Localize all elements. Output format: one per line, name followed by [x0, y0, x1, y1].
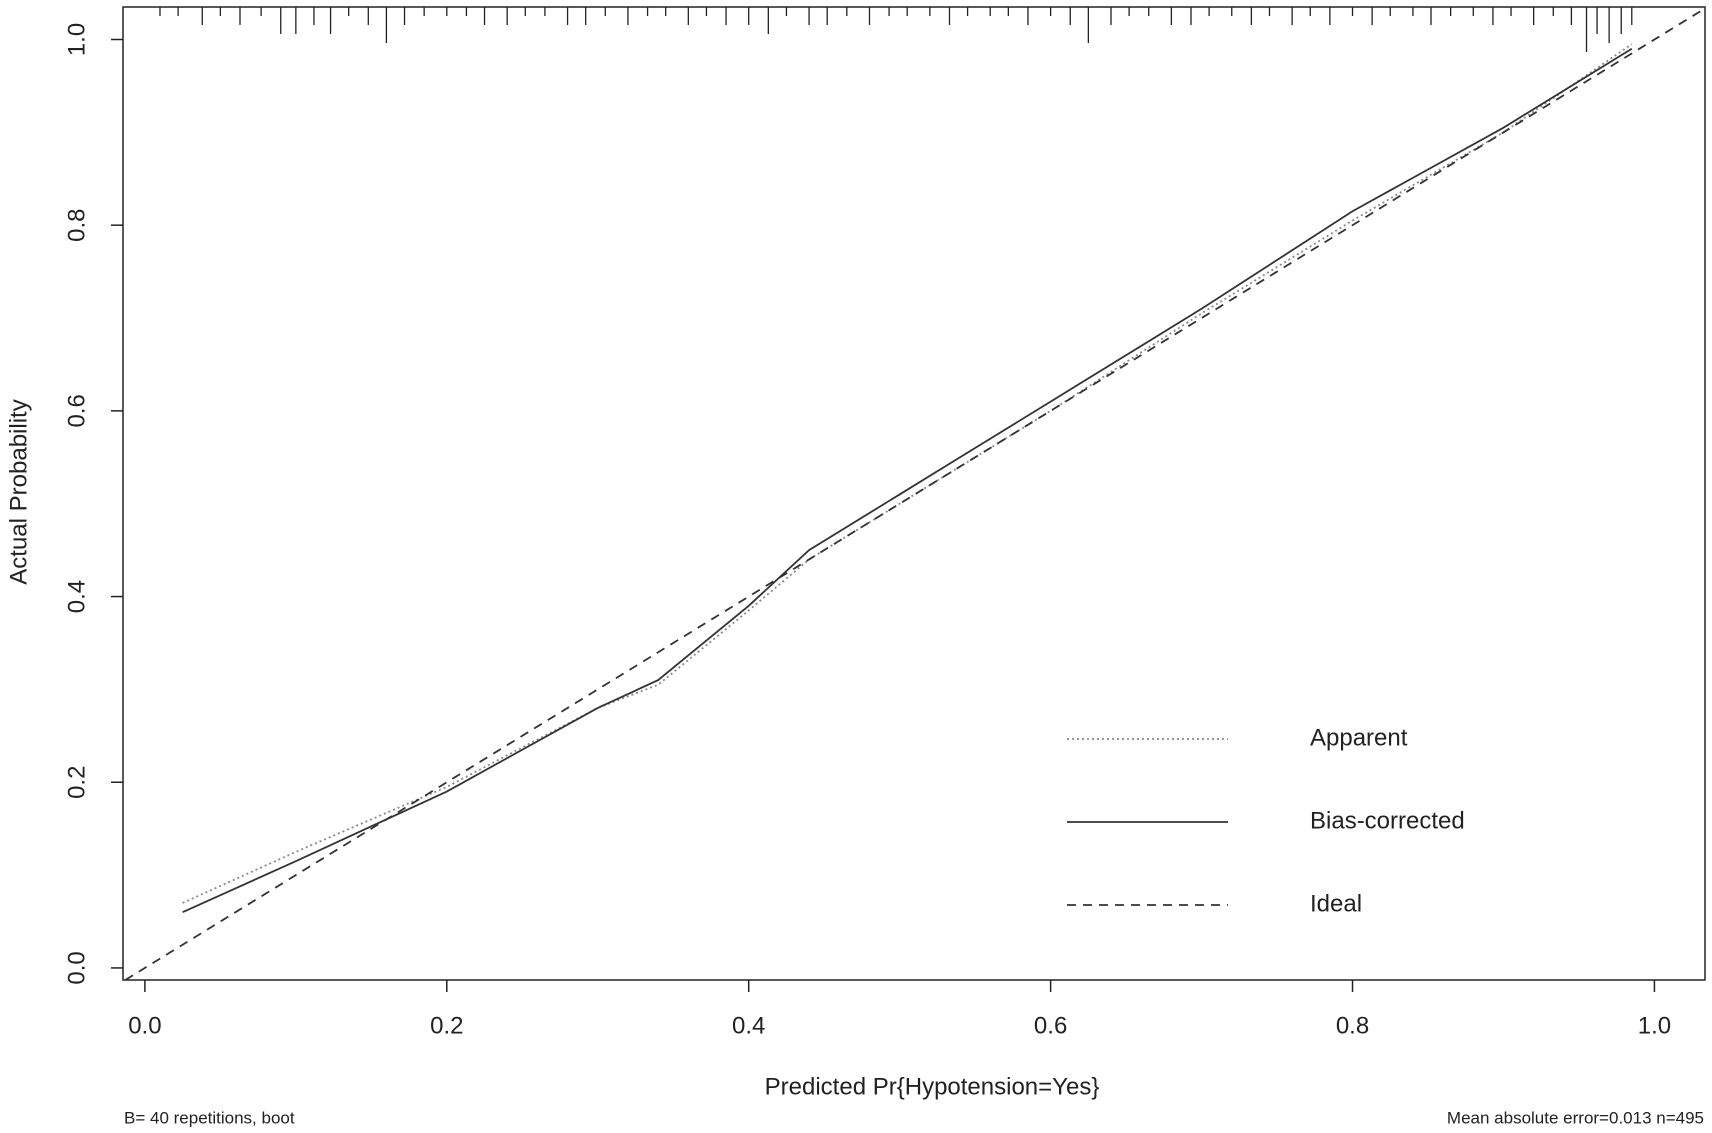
x-tick-label: 0.0 — [128, 1012, 161, 1039]
y-tick-label: 0.6 — [63, 394, 90, 427]
plot-frame — [122, 6, 1706, 981]
x-tick-label: 0.2 — [430, 1012, 463, 1039]
y-tick-label: 0.4 — [63, 580, 90, 613]
legend-label: Ideal — [1310, 890, 1362, 917]
y-tick-label: 0.0 — [63, 951, 90, 984]
series-line — [182, 48, 1633, 914]
y-tick-label: 0.8 — [63, 208, 90, 241]
footnote: Mean absolute error=0.013 n=495 — [1447, 1108, 1704, 1127]
y-axis-label: Actual Probability — [5, 399, 32, 584]
legend-label: Bias-corrected — [1310, 807, 1465, 834]
x-tick-label: 0.8 — [1336, 1012, 1369, 1039]
y-tick-label: 0.2 — [63, 766, 90, 799]
x-tick-label: 1.0 — [1638, 1012, 1671, 1039]
footnote: B= 40 repetitions, boot — [124, 1108, 295, 1127]
x-tick-label: 0.6 — [1034, 1012, 1067, 1039]
x-axis-label: Predicted Pr{Hypotension=Yes} — [765, 1073, 1100, 1100]
legend-label: Apparent — [1310, 724, 1408, 751]
y-tick-label: 1.0 — [63, 23, 90, 56]
x-tick-label: 0.4 — [732, 1012, 765, 1039]
series-line — [182, 43, 1633, 904]
series-line — [124, 8, 1705, 981]
